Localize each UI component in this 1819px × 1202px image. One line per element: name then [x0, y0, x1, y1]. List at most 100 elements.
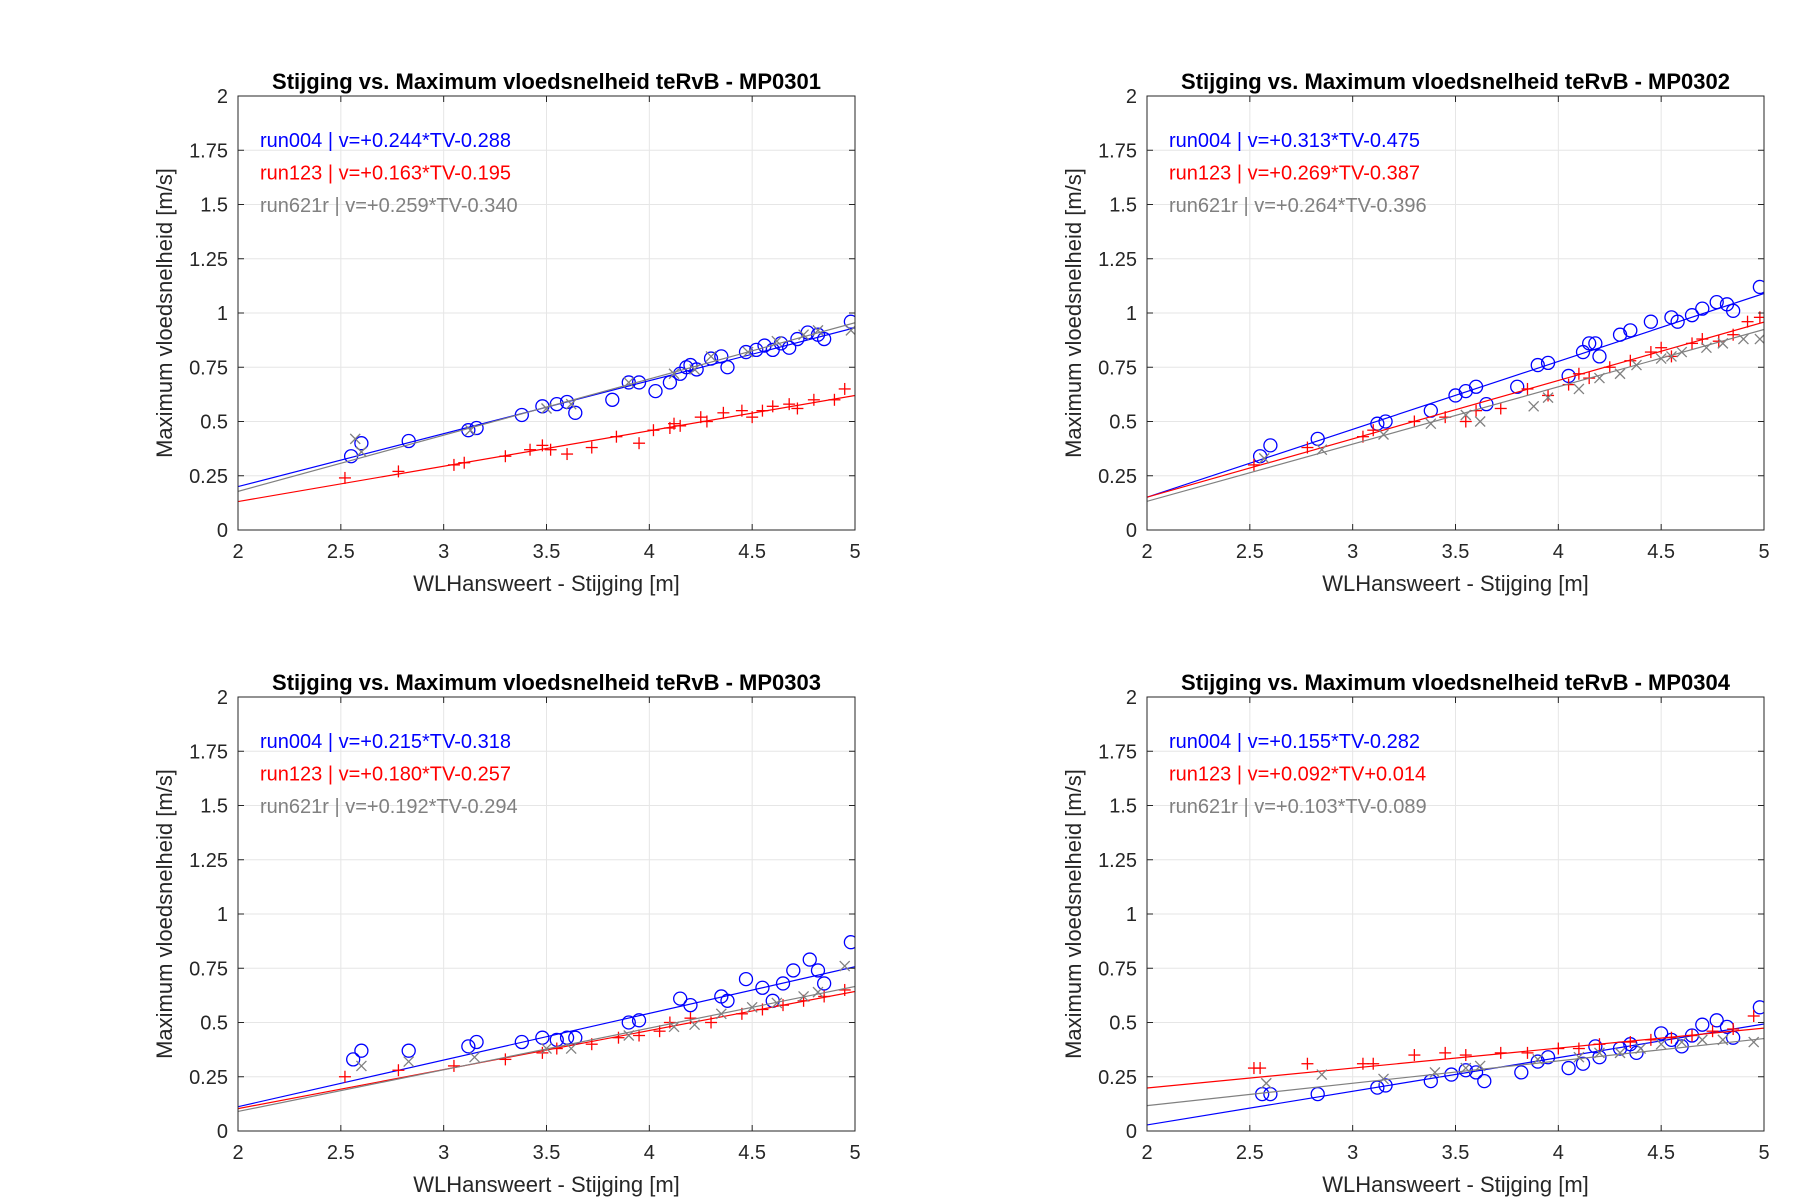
x-tick-label: 2	[1141, 1142, 1152, 1164]
data-point	[499, 450, 512, 463]
data-point	[1552, 1042, 1565, 1055]
y-tick-label: 1.25	[1098, 850, 1137, 872]
data-point	[1254, 1062, 1267, 1075]
data-point	[1532, 1053, 1544, 1065]
x-tick-label: 2	[232, 1142, 243, 1164]
data-point	[1301, 1057, 1314, 1070]
y-tick-label: 1.5	[200, 796, 228, 818]
data-point	[349, 433, 361, 445]
data-point	[1612, 327, 1628, 342]
data-point	[1717, 337, 1729, 349]
fit-line-1	[1147, 1027, 1764, 1089]
x-tick-label: 5	[1758, 541, 1769, 563]
chart-panel-mp0302: 2 2.5 3 3.5 4 4.5 5 0 0.25 0.5 0.75 1 1.25 1.5 1.75 2 S…	[1061, 69, 1770, 596]
y-tick-label: 0.5	[200, 412, 228, 434]
x-tick-label: 4	[1553, 541, 1564, 563]
data-point	[1623, 323, 1638, 338]
data-point	[766, 400, 779, 413]
data-point	[715, 1008, 727, 1020]
data-point	[786, 963, 801, 978]
data-point	[1408, 1049, 1421, 1062]
data-point	[565, 398, 577, 410]
y-tick-label: 2	[217, 687, 228, 709]
data-point	[1561, 1060, 1576, 1076]
data-point	[1747, 1009, 1760, 1022]
legend-entry-run621r: run621r | v=+0.259*TV-0.340	[260, 195, 518, 217]
data-point	[1260, 1077, 1272, 1089]
data-point	[1521, 1046, 1534, 1059]
data-point	[1573, 383, 1585, 395]
data-point	[1754, 333, 1764, 345]
data-point	[1494, 1046, 1507, 1059]
data-point	[631, 375, 647, 390]
data-point	[791, 402, 804, 415]
data-point	[746, 1001, 758, 1013]
data-point	[714, 349, 729, 364]
fit-line-0	[238, 966, 855, 1108]
data-point	[1301, 441, 1314, 454]
data-point	[612, 1031, 625, 1044]
fit-line-2	[238, 322, 855, 492]
data-point	[401, 1043, 416, 1058]
data-point	[689, 1019, 701, 1031]
data-point	[1521, 382, 1534, 395]
data-point	[1706, 1025, 1719, 1038]
data-layer	[238, 314, 855, 503]
data-point	[807, 393, 820, 406]
data-point	[798, 329, 810, 341]
data-point	[1696, 1034, 1708, 1046]
fit-line-2	[1147, 1037, 1764, 1107]
data-point	[392, 465, 405, 478]
data-point	[742, 346, 754, 358]
x-tick-label: 2.5	[327, 541, 355, 563]
data-point	[689, 362, 704, 377]
data-point	[771, 335, 783, 347]
data-point	[810, 963, 826, 978]
data-point	[735, 404, 748, 417]
data-point	[1575, 1056, 1591, 1071]
x-tick-label: 2	[1141, 541, 1152, 563]
data-point	[1727, 1023, 1740, 1036]
data-point	[746, 411, 759, 424]
y-tick-label: 0.5	[1109, 412, 1137, 434]
data-point	[1477, 1073, 1492, 1089]
y-tick-label: 0.25	[189, 1067, 228, 1089]
legend-entry-run123: run123 | v=+0.163*TV-0.195	[260, 163, 511, 185]
data-point	[1479, 396, 1494, 412]
data-point	[738, 344, 754, 360]
y-tick-label: 2	[217, 86, 228, 108]
data-point	[1676, 1036, 1688, 1048]
data-point	[783, 398, 796, 411]
data-point	[648, 383, 663, 399]
y-tick-label: 1.5	[1109, 796, 1137, 818]
data-point	[1439, 1046, 1452, 1059]
y-tick-label: 1.75	[189, 741, 228, 763]
data-point	[1709, 294, 1724, 310]
x-tick-label: 4.5	[1647, 1142, 1675, 1164]
y-tick-label: 0.75	[1098, 958, 1137, 980]
data-point	[1514, 1065, 1529, 1080]
data-point	[1737, 333, 1749, 345]
data-point	[1494, 402, 1507, 415]
data-point	[684, 1012, 697, 1025]
data-point	[1614, 1047, 1626, 1059]
data-point	[1458, 383, 1473, 399]
y-tick-label: 2	[1126, 86, 1137, 108]
data-point	[1588, 336, 1603, 351]
data-point	[1709, 1013, 1724, 1028]
data-point	[1474, 1060, 1486, 1072]
data-point	[1624, 1036, 1637, 1049]
data-point	[469, 1051, 480, 1063]
data-point	[1593, 1038, 1606, 1051]
x-tick-label: 4.5	[738, 1142, 766, 1164]
legend-entry-run123: run123 | v=+0.269*TV-0.387	[1169, 163, 1420, 185]
data-point	[843, 935, 855, 950]
chart-title: Stijging vs. Maximum vloedsnelheid teRvB…	[272, 69, 821, 94]
data-point	[1408, 415, 1421, 428]
data-point	[1624, 354, 1637, 367]
data-point	[1686, 337, 1699, 350]
data-point	[561, 448, 574, 461]
y-tick-label: 1.25	[189, 249, 228, 271]
data-point	[647, 424, 660, 437]
